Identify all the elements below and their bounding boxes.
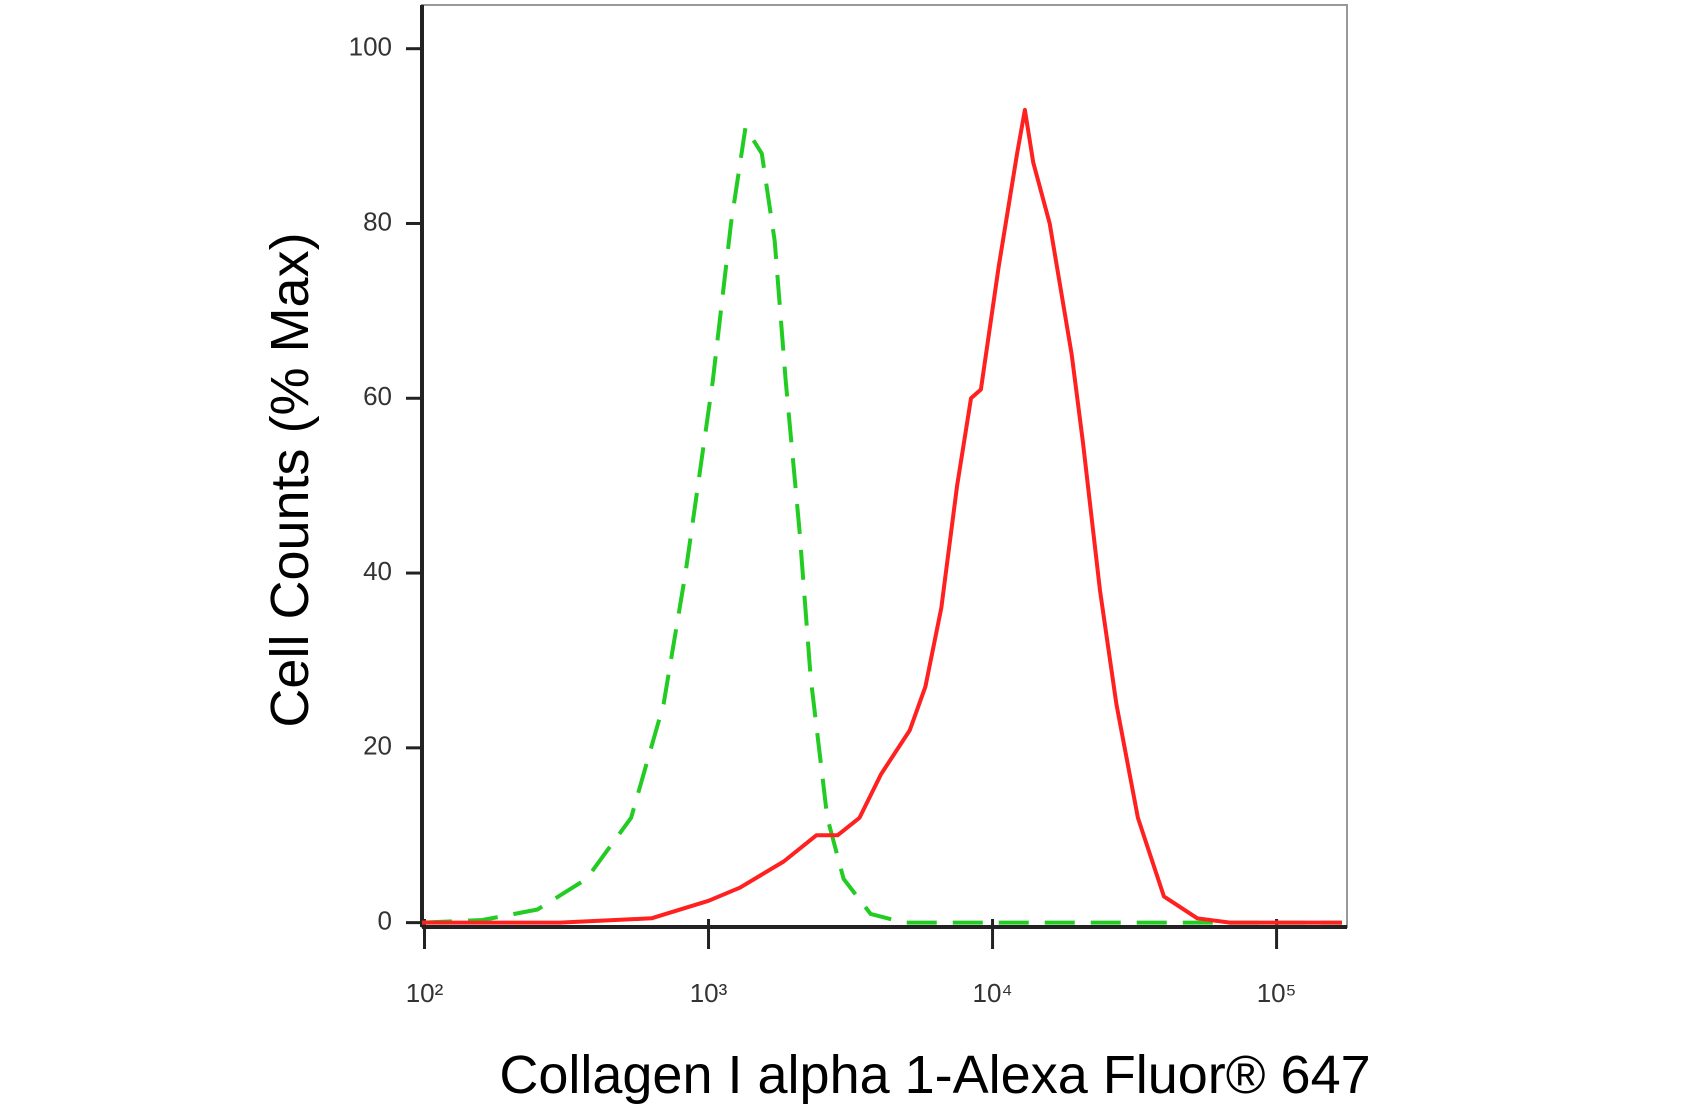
- y-tick-label: 100: [349, 32, 392, 62]
- y-tick-label: 80: [363, 206, 392, 236]
- x-tick-label: 10⁵: [1257, 978, 1297, 1008]
- y-tick-label: 60: [363, 381, 392, 411]
- x-tick-label: 10²: [406, 978, 444, 1008]
- y-tick-label: 0: [378, 906, 392, 936]
- histogram-line: [422, 107, 1342, 925]
- plot-frame: [421, 4, 1348, 928]
- x-tick-label: 10⁴: [972, 978, 1012, 1008]
- x-axis-title: Collagen I alpha 1-Alexa Fluor® 647: [499, 1045, 1370, 1105]
- x-tick-label: 10³: [690, 978, 728, 1008]
- y-tick-label: 20: [363, 731, 392, 761]
- y-axis-title: Cell Counts (% Max): [260, 232, 320, 727]
- histogram-line: [421, 125, 1342, 925]
- y-tick-label: 40: [363, 556, 392, 586]
